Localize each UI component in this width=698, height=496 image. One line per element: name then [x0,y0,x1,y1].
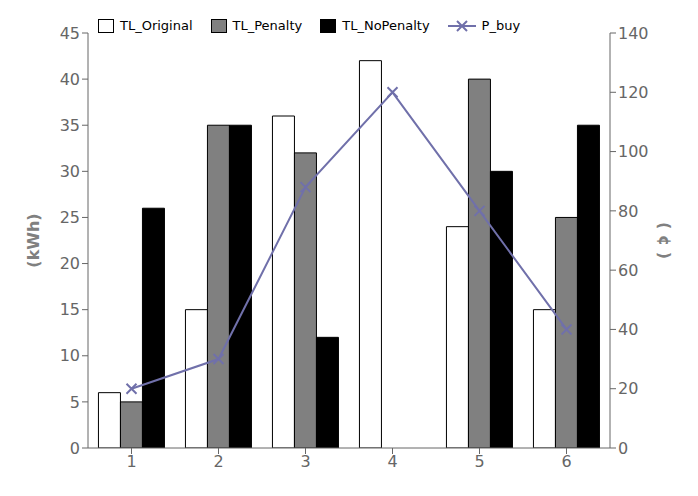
svg-text:100: 100 [618,142,649,161]
svg-text:0: 0 [618,439,628,458]
svg-text:15: 15 [60,300,80,319]
svg-text:45: 45 [60,24,80,43]
svg-text:40: 40 [618,320,638,339]
svg-text:3: 3 [300,452,310,471]
html-text:TL_Original: TL_Original [120,18,193,33]
svg-text:40: 40 [60,70,80,89]
svg-text:35: 35 [60,116,80,135]
svg-text:1: 1 [126,452,136,471]
svg-text:120: 120 [618,83,649,102]
svg-text:(kWh): (kWh) [24,213,43,267]
html-text:TL_NoPenalty: TL_NoPenalty [342,18,430,33]
svg-text:30: 30 [60,162,80,181]
svg-text:6: 6 [561,452,571,471]
svg-text:60: 60 [618,261,638,280]
svg-text:4: 4 [387,452,397,471]
svg-text:2: 2 [213,452,223,471]
svg-text:0: 0 [70,439,80,458]
svg-text:80: 80 [618,202,638,221]
svg-text:5: 5 [474,452,484,471]
svg-text:20: 20 [60,254,80,273]
html-text:TL_Penalty: TL_Penalty [232,18,303,33]
svg-text:5: 5 [70,393,80,412]
svg-text:( ¢ ): ( ¢ ) [655,222,674,259]
svg-text:140: 140 [618,24,649,43]
svg-text:10: 10 [60,346,80,365]
html-text:P_buy: P_buy [481,18,521,33]
svg-text:25: 25 [60,208,80,227]
svg-text:20: 20 [618,379,638,398]
